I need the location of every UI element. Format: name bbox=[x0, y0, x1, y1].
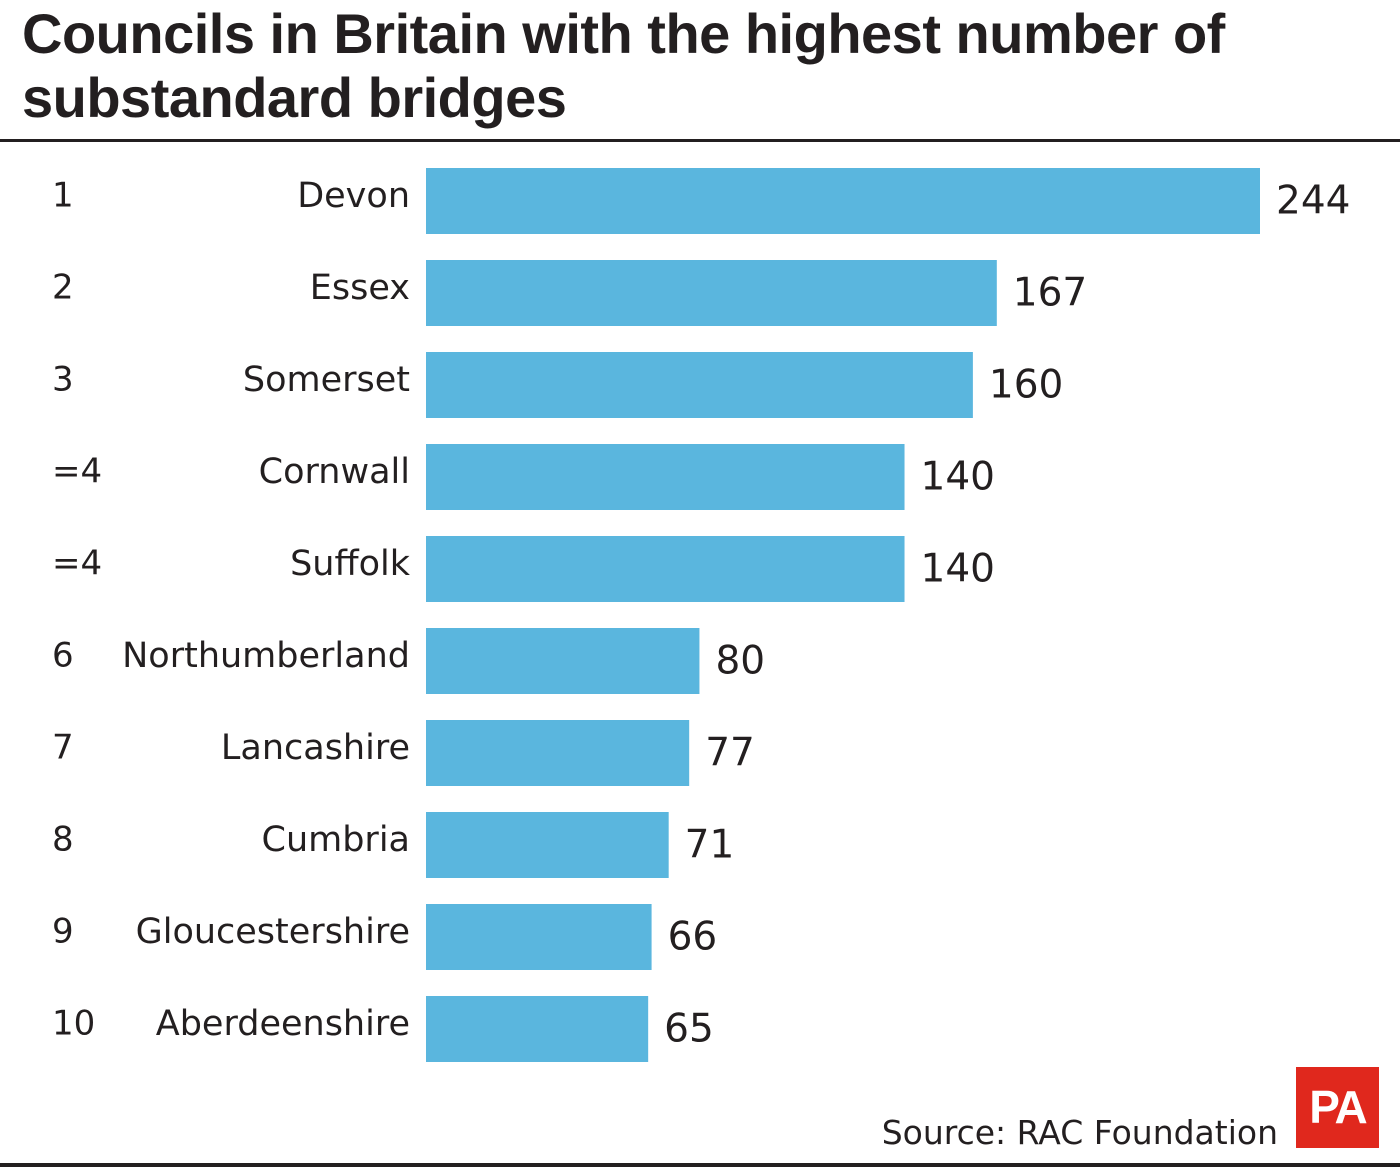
rank-label: =4 bbox=[52, 544, 102, 584]
bottom-divider bbox=[0, 1163, 1400, 1167]
bar-essex bbox=[426, 260, 997, 326]
bar-somerset bbox=[426, 352, 973, 418]
value-label: 66 bbox=[668, 915, 718, 960]
value-label: 65 bbox=[664, 1007, 714, 1052]
bar-chart: 1 Devon 244 2 Essex 167 3 Somerset 160 =4 Cornwall… bbox=[52, 168, 1350, 1062]
rank-label: 2 bbox=[52, 268, 74, 308]
value-label: 140 bbox=[921, 547, 995, 592]
rank-label: 1 bbox=[52, 176, 74, 216]
bar-gloucestershire bbox=[426, 904, 652, 970]
category-label: Gloucestershire bbox=[136, 912, 410, 952]
bar-aberdeenshire bbox=[426, 996, 649, 1062]
value-label: 244 bbox=[1276, 179, 1350, 224]
category-label: Cornwall bbox=[259, 452, 410, 492]
bar-northumberland bbox=[426, 628, 700, 694]
value-label: 71 bbox=[685, 823, 735, 868]
category-label: Devon bbox=[297, 176, 410, 216]
value-label: 77 bbox=[705, 731, 755, 776]
bar-suffolk bbox=[426, 536, 905, 602]
rank-label: 3 bbox=[52, 360, 74, 400]
rank-label: =4 bbox=[52, 452, 102, 492]
value-label: 140 bbox=[921, 455, 995, 500]
rank-label: 7 bbox=[52, 728, 74, 768]
title-divider bbox=[0, 139, 1400, 142]
category-label: Aberdeenshire bbox=[156, 1004, 410, 1044]
bar-lancashire bbox=[426, 720, 690, 786]
value-label: 160 bbox=[989, 363, 1063, 408]
chart-title: Councils in Britain with the highest num… bbox=[22, 2, 1225, 129]
bar-devon bbox=[426, 168, 1260, 234]
category-label: Lancashire bbox=[221, 728, 410, 768]
bar-cornwall bbox=[426, 444, 905, 510]
category-label: Somerset bbox=[243, 360, 410, 400]
value-label: 80 bbox=[715, 639, 765, 684]
category-label: Essex bbox=[310, 268, 410, 308]
source-note: Source: RAC Foundation bbox=[881, 1113, 1278, 1152]
pa-logo: PA bbox=[1296, 1067, 1379, 1148]
bar-cumbria bbox=[426, 812, 669, 878]
category-label: Suffolk bbox=[290, 544, 411, 584]
category-label: Cumbria bbox=[262, 820, 411, 860]
rank-label: 9 bbox=[52, 912, 74, 952]
rank-label: 6 bbox=[52, 636, 74, 676]
category-label: Northumberland bbox=[122, 636, 410, 676]
rank-label: 8 bbox=[52, 820, 74, 860]
value-label: 167 bbox=[1013, 271, 1087, 316]
rank-label: 10 bbox=[52, 1004, 95, 1044]
